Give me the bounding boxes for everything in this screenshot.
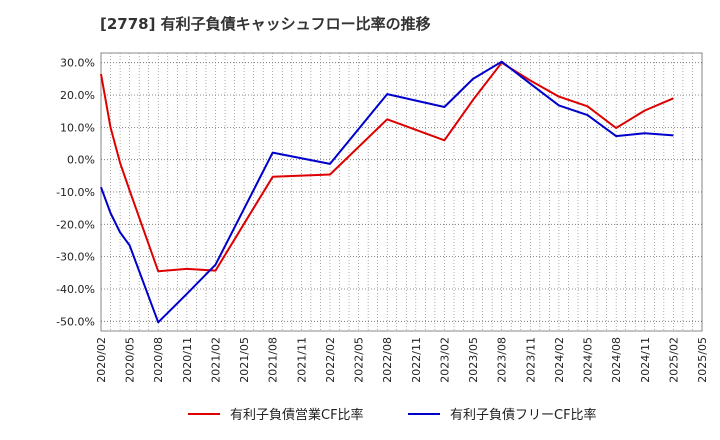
x-tick-label: 2020/11	[181, 337, 194, 383]
x-tick-label: 2024/11	[639, 337, 652, 383]
y-tick-label: 20.0%	[60, 89, 95, 102]
y-tick-label: -30.0%	[56, 251, 95, 264]
series-lines	[100, 60, 674, 324]
x-tick-label: 2021/02	[209, 337, 222, 383]
x-tick-label: 2020/02	[95, 337, 108, 383]
series-line-2	[100, 60, 674, 324]
legend-label-1: 有利子負債営業CF比率	[230, 407, 364, 423]
legend: 有利子負債営業CF比率 有利子負債フリーCF比率	[188, 407, 597, 423]
x-tick-label: 2022/11	[410, 337, 423, 383]
y-tick-label: 10.0%	[60, 121, 95, 134]
x-tick-label: 2023/11	[524, 337, 537, 383]
x-tick-label: 2023/02	[438, 337, 451, 383]
x-tick-label: 2022/02	[324, 337, 337, 383]
legend-label-2: 有利子負債フリーCF比率	[450, 407, 597, 423]
x-tick-label: 2025/05	[696, 337, 709, 383]
x-tick-label: 2021/08	[267, 337, 280, 383]
y-tick-label: 30.0%	[60, 57, 95, 70]
y-tick-label: -50.0%	[56, 315, 95, 328]
x-tick-label: 2024/02	[553, 337, 566, 383]
x-tick-label: 2024/05	[582, 337, 595, 383]
x-tick-label: 2023/08	[496, 337, 509, 383]
x-tick-label: 2021/05	[238, 337, 251, 383]
x-tick-label: 2022/08	[381, 337, 394, 383]
x-axis-ticks: 2020/02 2020/05 2020/08 2020/11 2021/02 2021/…	[95, 337, 709, 383]
x-tick-label: 2024/08	[610, 337, 623, 383]
x-tick-label: 2021/11	[295, 337, 308, 383]
x-tick-label: 2023/05	[467, 337, 480, 383]
grid-lines	[100, 53, 703, 331]
x-tick-label: 2022/05	[353, 337, 366, 383]
y-tick-label: 0.0%	[67, 154, 95, 167]
y-axis-ticks: 30.0% 20.0% 10.0% 0.0% -10.0% -20.0% -30.0% -40…	[56, 57, 95, 329]
y-tick-label: -10.0%	[56, 186, 95, 199]
x-tick-label: 2025/02	[667, 337, 680, 383]
series-line-1	[100, 61, 674, 273]
x-tick-label: 2020/08	[152, 337, 165, 383]
x-tick-label: 2020/05	[124, 337, 137, 383]
chart-title: [2778] 有利子負債キャッシュフロー比率の推移	[100, 15, 431, 33]
y-tick-label: -40.0%	[56, 283, 95, 296]
y-tick-label: -20.0%	[56, 218, 95, 231]
